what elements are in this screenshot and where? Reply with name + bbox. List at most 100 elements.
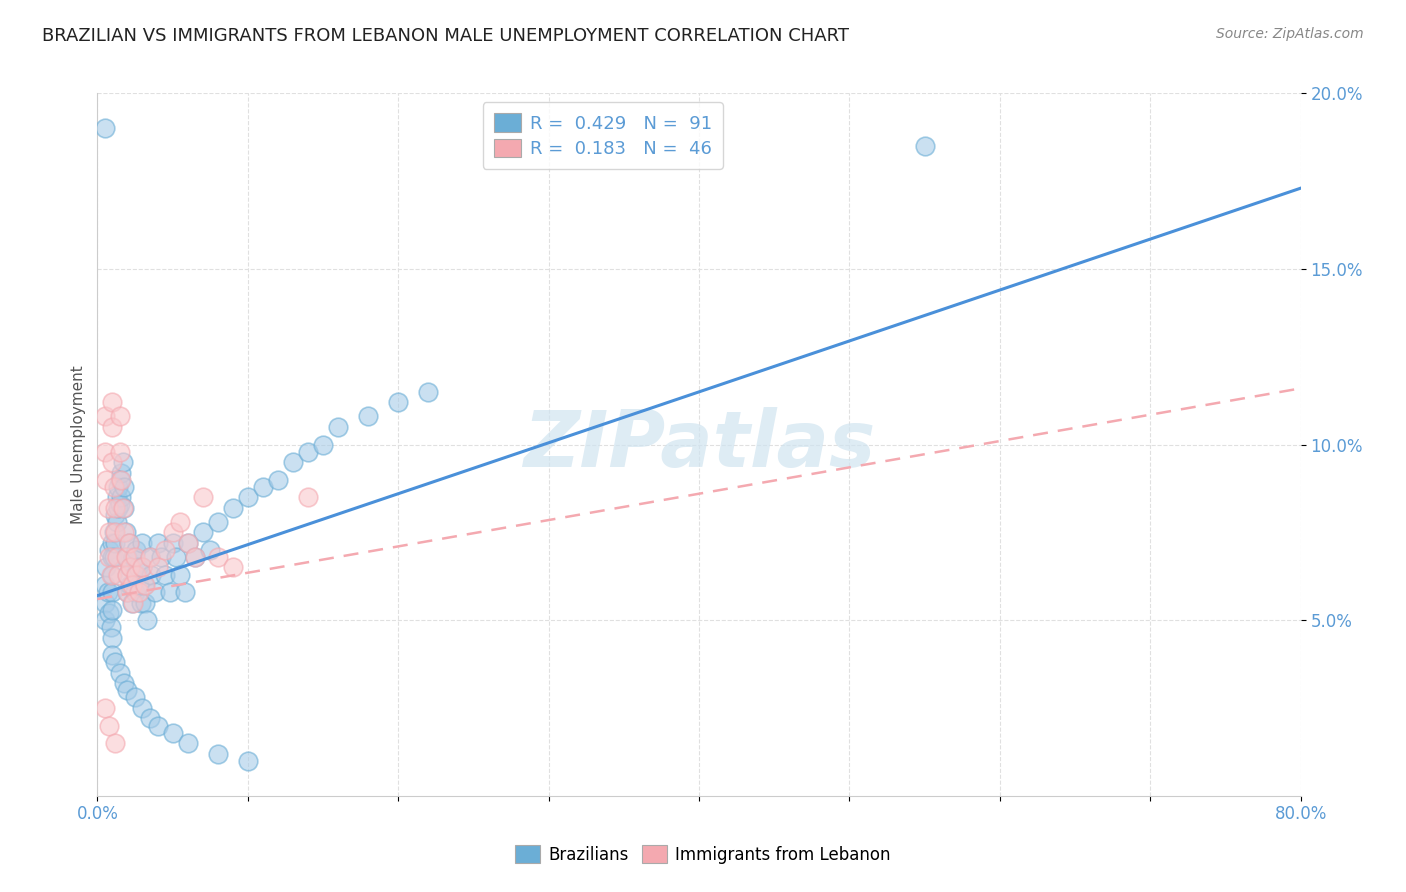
Point [143,585,166,599]
Point [104,536,127,550]
Point [131,701,153,715]
Point [131,536,153,550]
Point [149,549,172,564]
Point [103,549,125,564]
Point [222,500,245,515]
Point [103,525,125,540]
Point [94,444,117,458]
Point [267,473,290,487]
Point [98,718,121,732]
Point [207,549,229,564]
Point [127,560,149,574]
Point [97,585,120,599]
Point [124,585,146,599]
Point [108,665,131,680]
Point [207,515,229,529]
Point [136,613,159,627]
Point [124,690,146,705]
Point [104,500,127,515]
Point [107,480,129,494]
Point [104,525,127,540]
Point [131,560,153,574]
Point [139,549,162,564]
Point [108,473,131,487]
Point [184,549,207,564]
Point [117,567,139,582]
Point [94,613,117,627]
Point [105,515,128,529]
Point [134,578,156,592]
Point [107,500,129,515]
Point [125,543,148,558]
Point [139,711,162,725]
Point [162,536,184,550]
Point [129,596,152,610]
Point [107,567,129,582]
Point [94,121,117,136]
Point [98,549,121,564]
Legend: R =  0.429   N =  91, R =  0.183   N =  46: R = 0.429 N = 91, R = 0.183 N = 46 [482,103,723,169]
Point [162,725,184,739]
Point [112,480,135,494]
Point [134,596,156,610]
Point [124,567,146,582]
Point [101,395,124,409]
Point [252,480,274,494]
Point [312,437,335,451]
Point [112,676,135,690]
Point [191,525,214,540]
Point [110,466,132,480]
Point [122,549,145,564]
Point [169,515,191,529]
Point [112,500,135,515]
Point [326,420,349,434]
Point [101,631,124,645]
Point [105,549,128,564]
Point [101,567,124,582]
Point [236,754,259,768]
Point [108,444,131,458]
Point [97,500,120,515]
Point [418,384,440,399]
Point [111,500,134,515]
Point [101,455,124,469]
Point [153,543,176,558]
Point [112,525,135,540]
Point [117,683,139,698]
Point [914,139,936,153]
Point [117,585,139,599]
Point [162,525,184,540]
Point [176,536,198,550]
Point [94,596,117,610]
Point [207,747,229,761]
Point [120,560,142,574]
Point [146,536,169,550]
Point [103,480,125,494]
Point [236,490,259,504]
Text: BRAZILIAN VS IMMIGRANTS FROM LEBANON MALE UNEMPLOYMENT CORRELATION CHART: BRAZILIAN VS IMMIGRANTS FROM LEBANON MAL… [42,27,849,45]
Point [132,578,155,592]
Point [122,596,145,610]
Point [128,578,150,592]
Point [387,395,409,409]
Point [297,490,319,504]
Point [120,560,142,574]
Point [198,543,221,558]
Point [94,701,117,715]
Point [108,497,131,511]
Point [111,455,134,469]
Point [297,444,319,458]
Point [101,585,124,599]
Point [173,585,195,599]
Point [108,409,131,424]
Text: ZIPatlas: ZIPatlas [523,407,875,483]
Point [94,578,117,592]
Point [281,455,304,469]
Point [101,602,124,616]
Point [176,736,198,750]
Point [124,549,146,564]
Point [131,560,153,574]
Point [176,536,198,550]
Point [121,578,143,592]
Point [104,508,127,522]
